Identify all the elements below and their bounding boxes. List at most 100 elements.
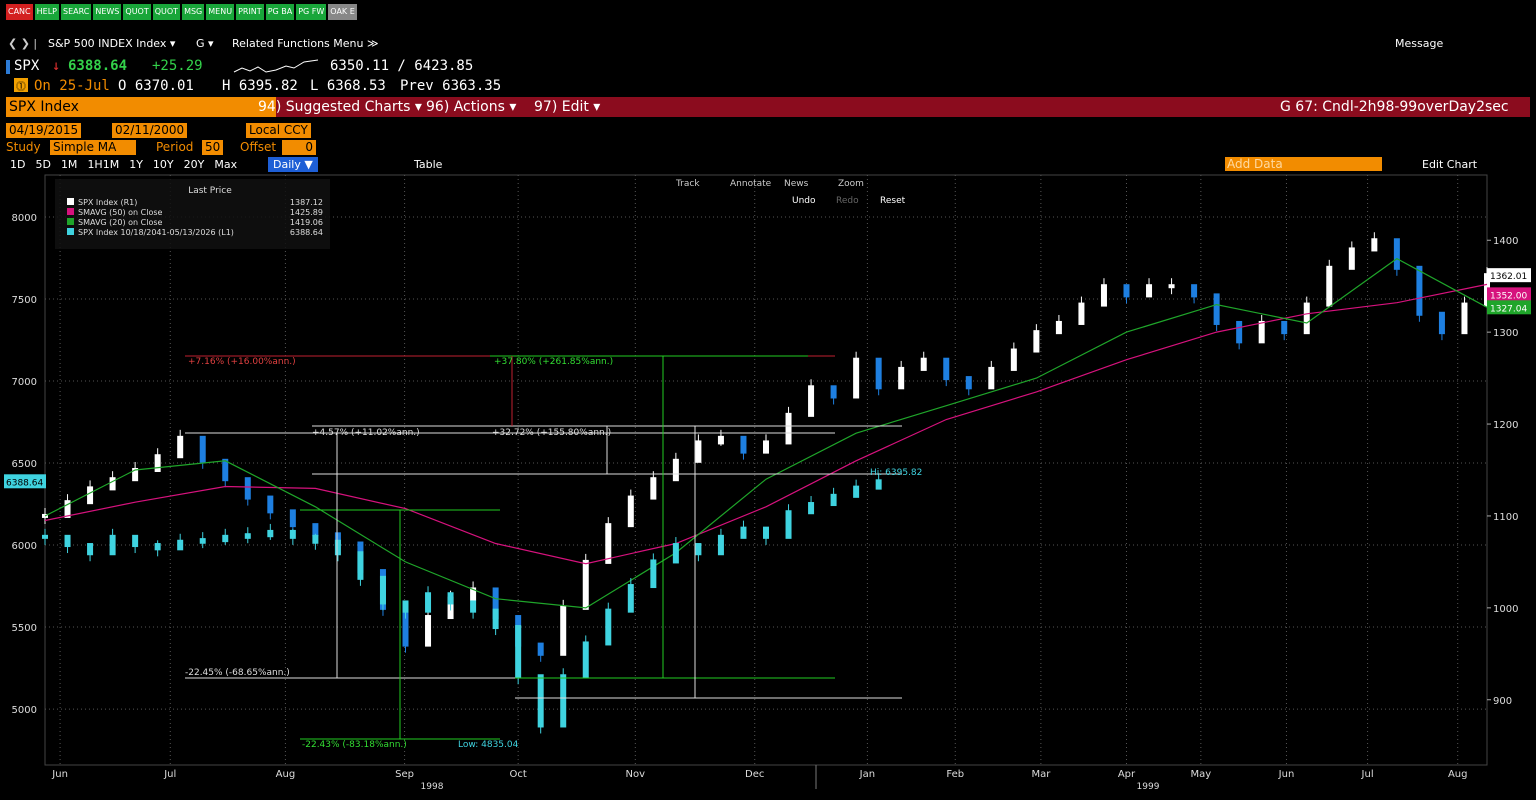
- frequency[interactable]: Daily ▼: [268, 157, 318, 172]
- candle: [379, 575, 386, 605]
- candle: [1010, 348, 1017, 371]
- candle: [1055, 320, 1062, 335]
- period-label: Period: [156, 140, 194, 154]
- left-axis-tag: 6388.64: [6, 478, 43, 488]
- message-button[interactable]: Message: [1395, 37, 1444, 50]
- alert-icon[interactable]: ⓵: [14, 78, 28, 93]
- edit-chart[interactable]: Edit Chart: [1422, 158, 1478, 171]
- toolbar-button[interactable]: MENU: [206, 4, 235, 20]
- nav-back[interactable]: ❮ ❯ |: [8, 37, 38, 50]
- offset-label: Offset: [240, 140, 277, 154]
- toolbar-button[interactable]: CANC: [6, 4, 33, 20]
- candle: [627, 584, 634, 613]
- legend-value: 1425.89: [290, 208, 323, 217]
- candle: [808, 502, 815, 515]
- candle: [1100, 284, 1107, 307]
- start-date[interactable]: 04/19/2015: [6, 123, 82, 138]
- candle: [154, 543, 161, 551]
- right-axis-tag: 1352.00: [1490, 291, 1527, 301]
- period[interactable]: 50: [202, 140, 224, 155]
- candle: [357, 551, 364, 580]
- toolbar-button[interactable]: HELP: [34, 4, 59, 20]
- add-data[interactable]: Add Data: [1225, 157, 1382, 171]
- y-tick-label: 5500: [12, 623, 37, 634]
- candle: [560, 605, 567, 656]
- related-menu[interactable]: Related Functions Menu ≫: [232, 37, 379, 50]
- annotation-label: -22.43% (-83.18%ann.): [302, 740, 407, 750]
- candle: [1326, 265, 1333, 307]
- actions-menu[interactable]: 96) Actions ▾: [426, 99, 517, 115]
- annotation-label: +32.72% (+155.80%ann.): [492, 428, 611, 438]
- table-button[interactable]: Table: [414, 158, 443, 171]
- g-menu[interactable]: G ▾: [196, 37, 214, 50]
- quote-date: On 25-Jul: [34, 78, 110, 94]
- legend-swatch: [67, 198, 74, 205]
- x-tick-label: Aug: [1448, 769, 1468, 780]
- period-button[interactable]: 5D: [35, 158, 51, 171]
- edit-menu[interactable]: 97) Edit ▾: [534, 99, 601, 115]
- legend-name: SMAVG (20) on Close: [78, 218, 163, 227]
- candle: [650, 477, 657, 500]
- x-tick-label: Jul: [1361, 769, 1374, 780]
- study[interactable]: Simple MA: [50, 140, 136, 155]
- security-menu[interactable]: S&P 500 INDEX Index ▾: [48, 37, 176, 50]
- candle: [1281, 320, 1288, 335]
- x-tick-label: Jul: [163, 769, 176, 780]
- candle: [312, 534, 319, 544]
- period-button[interactable]: Max: [214, 158, 238, 171]
- candle: [132, 468, 139, 482]
- offset[interactable]: 0: [282, 140, 316, 155]
- candle: [875, 479, 882, 490]
- candle: [1416, 265, 1423, 316]
- moving-average: [44, 257, 1488, 609]
- candle: [267, 495, 274, 514]
- open: O 6370.01: [118, 78, 194, 94]
- legend-value: 6388.64: [290, 228, 323, 237]
- toolbar-button[interactable]: MSG: [182, 4, 205, 20]
- toolbar-button[interactable]: NEWS: [93, 4, 122, 20]
- period-button[interactable]: 1Y: [129, 158, 143, 171]
- chart-action[interactable]: Redo: [836, 196, 859, 206]
- candle: [312, 523, 319, 537]
- currency[interactable]: Local CCY: [246, 123, 311, 138]
- period-button[interactable]: 1M: [60, 158, 78, 171]
- chart-action[interactable]: Reset: [880, 196, 906, 206]
- security-tab[interactable]: SPX Index: [6, 97, 276, 117]
- candle: [222, 534, 229, 543]
- toolbar-button[interactable]: PG FW: [296, 4, 327, 20]
- candle: [244, 533, 251, 539]
- period-button[interactable]: 10Y: [152, 158, 174, 171]
- toolbar-button[interactable]: PG BA: [265, 4, 295, 20]
- period-button[interactable]: 20Y: [183, 158, 205, 171]
- moving-average: [44, 283, 1488, 565]
- chart-tool[interactable]: News: [784, 179, 809, 189]
- x-tick-label: Jun: [51, 769, 68, 780]
- quote-marker: [6, 60, 10, 74]
- annotation-label: +7.16% (+16.00%ann.): [188, 357, 296, 367]
- candle: [1348, 247, 1355, 270]
- candle: [943, 357, 950, 381]
- y2-tick-label: 1300: [1493, 328, 1518, 339]
- end-date[interactable]: 02/11/2000: [112, 123, 188, 138]
- suggested-charts[interactable]: 94) Suggested Charts ▾: [258, 99, 422, 115]
- candle: [402, 605, 409, 647]
- period-button[interactable]: 1D: [10, 158, 26, 171]
- period-button[interactable]: 1H1M: [87, 158, 120, 171]
- toolbar-button[interactable]: OAK E: [328, 4, 357, 20]
- x-tick-label: Sep: [395, 769, 414, 780]
- chart: 5000 5500 6000 6500 7000 7500 8000 900 1000 1100 1…: [4, 174, 1531, 792]
- candle: [425, 592, 432, 613]
- high: H 6395.82: [222, 78, 298, 94]
- chart-tool[interactable]: Annotate: [730, 179, 772, 189]
- toolbar-button[interactable]: QUOT: [152, 4, 181, 20]
- toolbar-button[interactable]: SEARC: [61, 4, 92, 20]
- chart-tool[interactable]: Zoom: [838, 179, 864, 189]
- high-label: Hi: 6395.82: [870, 468, 922, 478]
- candle: [1258, 320, 1265, 344]
- candle: [808, 385, 815, 417]
- toolbar-button[interactable]: QUOT: [123, 4, 151, 20]
- toolbar-button[interactable]: PRINT: [236, 4, 264, 20]
- chart-tool[interactable]: Track: [675, 179, 700, 189]
- chart-action[interactable]: Undo: [792, 196, 816, 206]
- candle: [672, 543, 679, 564]
